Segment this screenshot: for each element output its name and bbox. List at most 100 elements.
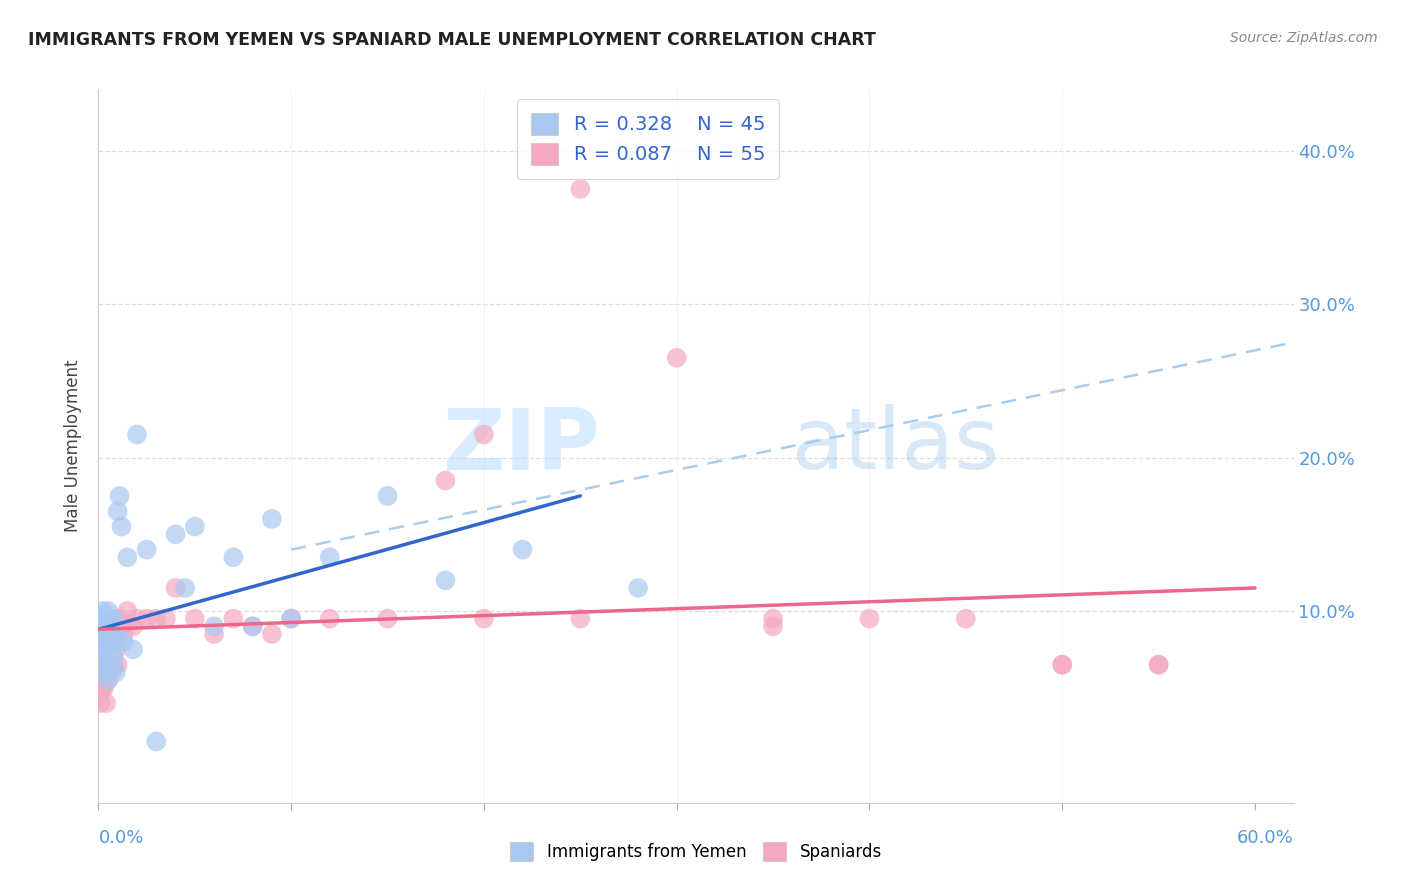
Text: ZIP: ZIP [443, 404, 600, 488]
Point [89, 681, 111, 695]
Point [97, 604, 120, 618]
Point [112, 627, 135, 641]
Point [242, 619, 264, 633]
Point [104, 627, 127, 641]
Point [94, 665, 117, 680]
Point [184, 519, 207, 533]
Point [104, 642, 127, 657]
Point [627, 581, 650, 595]
Point [569, 182, 592, 196]
Point [472, 427, 495, 442]
Point [280, 612, 302, 626]
Point [103, 657, 125, 672]
Point [91, 681, 114, 695]
Point [104, 665, 127, 680]
Point [112, 634, 135, 648]
Point [117, 550, 139, 565]
Point [103, 650, 125, 665]
Point [97, 627, 120, 641]
Point [1050, 657, 1073, 672]
Point [1147, 657, 1170, 672]
Point [135, 542, 157, 557]
Point [377, 612, 399, 626]
Point [242, 619, 264, 633]
Point [110, 619, 132, 633]
Point [93, 681, 115, 695]
Point [97, 673, 120, 687]
Point [319, 612, 342, 626]
Point [97, 619, 120, 633]
Point [377, 489, 399, 503]
Point [434, 574, 457, 588]
Point [93, 657, 115, 672]
Text: 0.0%: 0.0% [98, 829, 143, 847]
Point [569, 612, 592, 626]
Point [762, 612, 785, 626]
Point [165, 581, 187, 595]
Point [89, 642, 111, 657]
Point [184, 612, 207, 626]
Point [260, 627, 283, 641]
Point [98, 612, 121, 626]
Point [94, 612, 117, 626]
Point [202, 619, 225, 633]
Point [98, 657, 121, 672]
Point [94, 634, 117, 648]
Point [202, 627, 225, 641]
Point [93, 634, 115, 648]
Point [101, 627, 124, 641]
Point [108, 612, 131, 626]
Point [108, 489, 131, 503]
Point [98, 619, 121, 633]
Point [135, 612, 157, 626]
Point [91, 604, 114, 618]
Point [125, 612, 148, 626]
Point [103, 612, 125, 626]
Point [665, 351, 688, 365]
Point [94, 657, 117, 672]
Point [103, 634, 125, 648]
Point [101, 665, 124, 680]
Point [472, 612, 495, 626]
Point [145, 612, 167, 626]
Point [91, 627, 114, 641]
Point [122, 619, 145, 633]
Point [91, 642, 114, 657]
Point [1147, 657, 1170, 672]
Point [91, 665, 114, 680]
Point [145, 734, 167, 748]
Point [512, 542, 534, 557]
Point [1050, 657, 1073, 672]
Text: IMMIGRANTS FROM YEMEN VS SPANIARD MALE UNEMPLOYMENT CORRELATION CHART: IMMIGRANTS FROM YEMEN VS SPANIARD MALE U… [28, 31, 876, 49]
Text: atlas: atlas [792, 404, 1000, 488]
Point [319, 550, 342, 565]
Point [110, 519, 132, 533]
Point [107, 627, 129, 641]
Point [125, 427, 148, 442]
Point [91, 657, 114, 672]
Point [89, 696, 111, 710]
Point [117, 604, 139, 618]
Text: Source: ZipAtlas.com: Source: ZipAtlas.com [1230, 31, 1378, 45]
Point [155, 612, 177, 626]
Point [94, 627, 117, 641]
Point [955, 612, 977, 626]
Point [94, 696, 117, 710]
Point [93, 650, 115, 665]
Point [280, 612, 302, 626]
Point [858, 612, 880, 626]
Point [101, 627, 124, 641]
Point [97, 673, 120, 687]
Point [98, 642, 121, 657]
Point [762, 619, 785, 633]
Point [89, 612, 111, 626]
Point [222, 550, 245, 565]
Point [122, 642, 145, 657]
Point [93, 634, 115, 648]
Point [107, 634, 129, 648]
Point [107, 504, 129, 518]
Point [101, 657, 124, 672]
Point [93, 619, 115, 633]
Point [434, 474, 457, 488]
Point [89, 665, 111, 680]
